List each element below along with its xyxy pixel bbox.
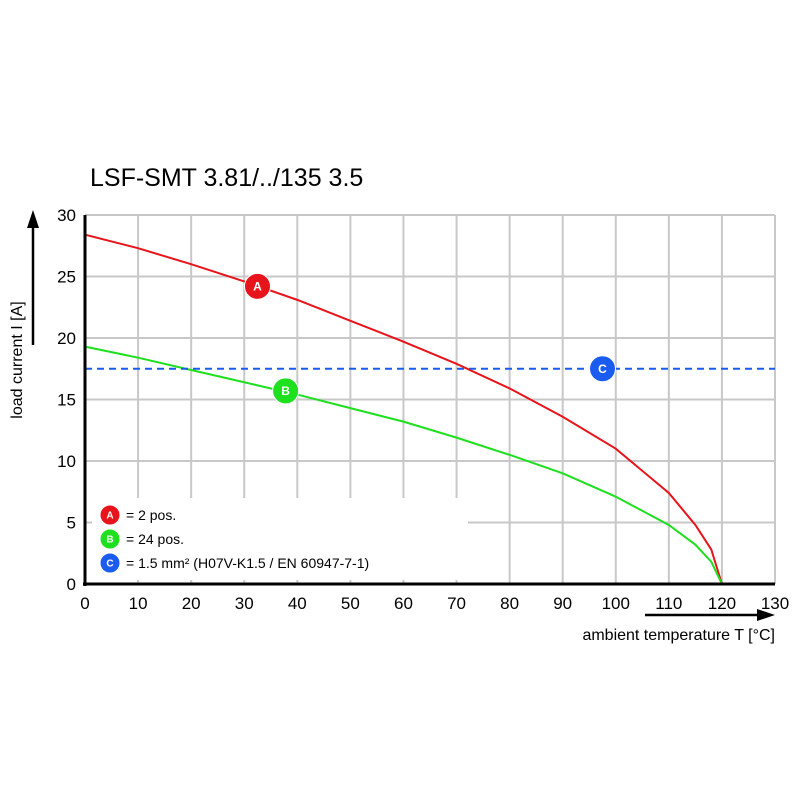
marker-circle bbox=[99, 504, 121, 526]
y-tick-label: 30 bbox=[57, 206, 76, 225]
legend-text-A: = 2 pos. bbox=[126, 507, 176, 523]
chart-title: LSF-SMT 3.81/../135 3.5 bbox=[90, 164, 363, 192]
legend-marker-A: A bbox=[99, 504, 121, 526]
x-arrow-head-icon bbox=[757, 609, 775, 621]
series-line-B bbox=[84, 345, 723, 585]
x-tick-label: 130 bbox=[761, 594, 789, 613]
marker-label: B bbox=[281, 384, 290, 398]
marker-label: C bbox=[106, 559, 113, 570]
y-tick-label: 25 bbox=[57, 268, 76, 287]
x-tick-label: 40 bbox=[288, 594, 307, 613]
legend-background bbox=[92, 498, 468, 580]
legend-text-B: = 24 pos. bbox=[126, 531, 184, 547]
x-tick-label: 110 bbox=[655, 594, 682, 613]
y-tick-label: 20 bbox=[57, 329, 76, 348]
y-tick-label: 5 bbox=[67, 514, 76, 533]
y-tick-label: 15 bbox=[57, 391, 76, 410]
markers: A B C bbox=[244, 272, 616, 405]
x-tick-label: 10 bbox=[129, 594, 148, 613]
legend-marker-B: B bbox=[99, 528, 121, 550]
x-tick-label: 100 bbox=[602, 594, 630, 613]
legend-text-C: = 1.5 mm² (H07V-K1.5 / EN 60947-7-1) bbox=[126, 555, 369, 571]
marker-label: A bbox=[253, 280, 262, 294]
marker-B: B bbox=[272, 377, 300, 405]
x-tick-label: 90 bbox=[553, 594, 572, 613]
x-tick-label: 20 bbox=[182, 594, 201, 613]
series-line-A bbox=[84, 233, 723, 585]
x-tick-label: 60 bbox=[394, 594, 413, 613]
marker-label: B bbox=[106, 535, 113, 546]
marker-circle bbox=[99, 528, 121, 550]
marker-A: A bbox=[244, 272, 271, 300]
x-tick-label: 70 bbox=[447, 594, 466, 613]
marker-C: C bbox=[589, 355, 616, 383]
marker-circle bbox=[244, 272, 271, 300]
marker-circle bbox=[589, 355, 616, 383]
marker-label: C bbox=[598, 362, 607, 376]
x-tick-label: 80 bbox=[500, 594, 519, 613]
marker-circle bbox=[272, 377, 300, 405]
axes: 0 10 20 30 40 50 60 70 80 90 100 110 120 130 0 5 10 15 20 2… bbox=[27, 206, 789, 621]
marker-label: A bbox=[106, 511, 113, 522]
x-tick-label: 0 bbox=[80, 594, 89, 613]
y-tick-label: 10 bbox=[57, 452, 76, 471]
legend: A = 2 pos. B = 24 pos. C = 1.5 mm² (H07V-K1.5… bbox=[99, 504, 369, 574]
y-arrow-head-icon bbox=[27, 210, 39, 228]
marker-circle bbox=[99, 552, 121, 574]
y-axis-label: load current I [A] bbox=[9, 301, 26, 418]
series-group bbox=[84, 233, 775, 585]
x-axis-label: ambient temperature T [°C] bbox=[582, 627, 775, 644]
x-tick-label: 50 bbox=[341, 594, 360, 613]
y-tick-label: 0 bbox=[67, 575, 76, 594]
legend-marker-C: C bbox=[99, 552, 121, 574]
x-tick-label: 120 bbox=[708, 594, 736, 613]
x-tick-label: 30 bbox=[235, 594, 254, 613]
